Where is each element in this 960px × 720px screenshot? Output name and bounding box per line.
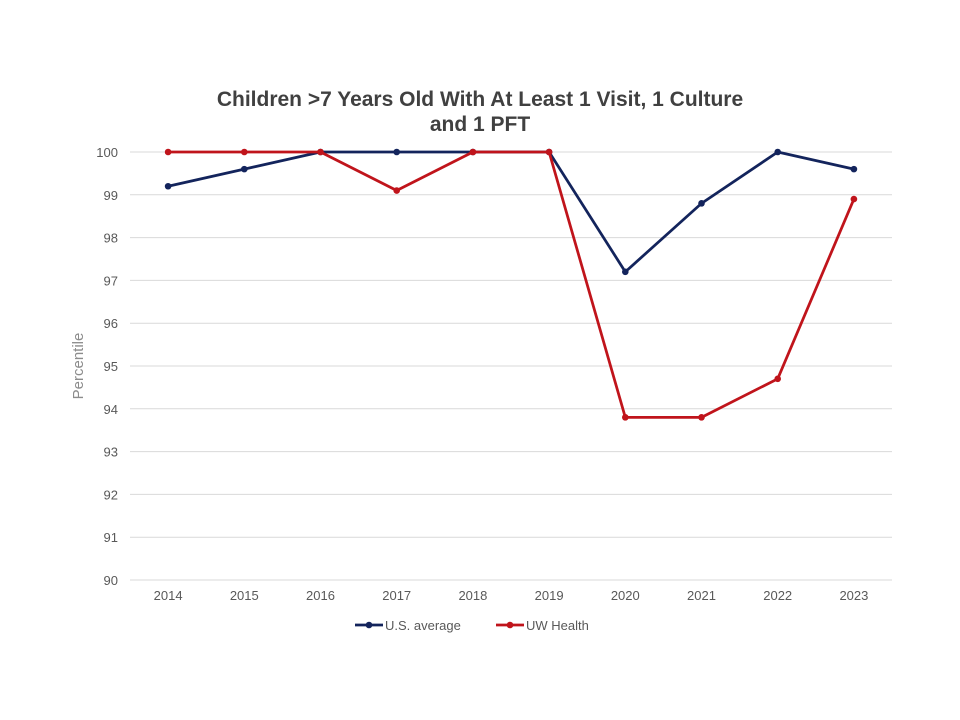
legend-label: U.S. average <box>385 618 461 633</box>
x-tick-labels: 2014 2015 2016 2017 2018 2019 2020 2021 2022 2023 <box>154 588 869 603</box>
y-tick-label: 92 <box>104 487 118 502</box>
x-tick-label: 2017 <box>382 588 411 603</box>
legend-marker <box>365 621 373 629</box>
data-point <box>469 148 477 156</box>
data-point <box>622 414 629 421</box>
legend-marker <box>506 621 514 629</box>
chart-title-line-1: Children >7 Years Old With At Least 1 Vi… <box>217 88 743 111</box>
x-tick-label: 2014 <box>154 588 183 603</box>
y-tick-label: 96 <box>104 316 118 331</box>
series-u-s-average <box>164 148 858 276</box>
x-tick-label: 2018 <box>458 588 487 603</box>
series-uw-health <box>164 148 858 421</box>
x-tick-label: 2016 <box>306 588 335 603</box>
data-point <box>698 200 705 207</box>
legend-item: UW Health <box>496 618 589 633</box>
data-point <box>164 148 172 156</box>
x-tick-label: 2019 <box>535 588 564 603</box>
data-point <box>774 148 781 156</box>
y-tick-label: 98 <box>104 231 118 246</box>
data-point <box>241 165 248 173</box>
x-tick-label: 2021 <box>687 588 716 603</box>
data-point <box>698 414 705 421</box>
y-tick-label: 91 <box>104 530 118 545</box>
y-tick-label: 90 <box>104 573 118 588</box>
gridlines <box>130 151 892 581</box>
data-point <box>241 148 248 156</box>
series-line <box>168 150 856 419</box>
data-point <box>164 182 172 190</box>
legend-label: UW Health <box>526 618 589 633</box>
data-point <box>622 268 629 276</box>
data-point <box>393 187 401 194</box>
data-point <box>774 375 781 383</box>
data-point <box>317 148 324 156</box>
series-lines <box>164 148 858 421</box>
y-tick-label: 95 <box>104 359 118 374</box>
x-tick-label: 2020 <box>611 588 640 603</box>
x-tick-label: 2015 <box>230 588 259 603</box>
y-tick-labels: 90 91 92 93 94 95 96 97 98 99 100 <box>96 145 118 588</box>
data-point <box>850 195 858 203</box>
legend-item: U.S. average <box>355 618 461 633</box>
y-tick-label: 97 <box>104 273 118 288</box>
data-point <box>393 148 401 156</box>
chart-title-line-2: and 1 PFT <box>430 113 531 136</box>
y-tick-label: 94 <box>104 402 118 417</box>
x-tick-label: 2022 <box>763 588 792 603</box>
legend: U.S. average UW Health <box>355 618 589 633</box>
y-axis-label: Percentile <box>70 333 87 400</box>
y-tick-label: 100 <box>96 145 118 160</box>
y-tick-label: 99 <box>104 188 118 203</box>
data-point <box>850 165 858 173</box>
data-point <box>545 148 553 156</box>
y-tick-label: 93 <box>104 445 118 460</box>
series-line <box>167 150 855 274</box>
x-tick-label: 2023 <box>839 588 868 603</box>
